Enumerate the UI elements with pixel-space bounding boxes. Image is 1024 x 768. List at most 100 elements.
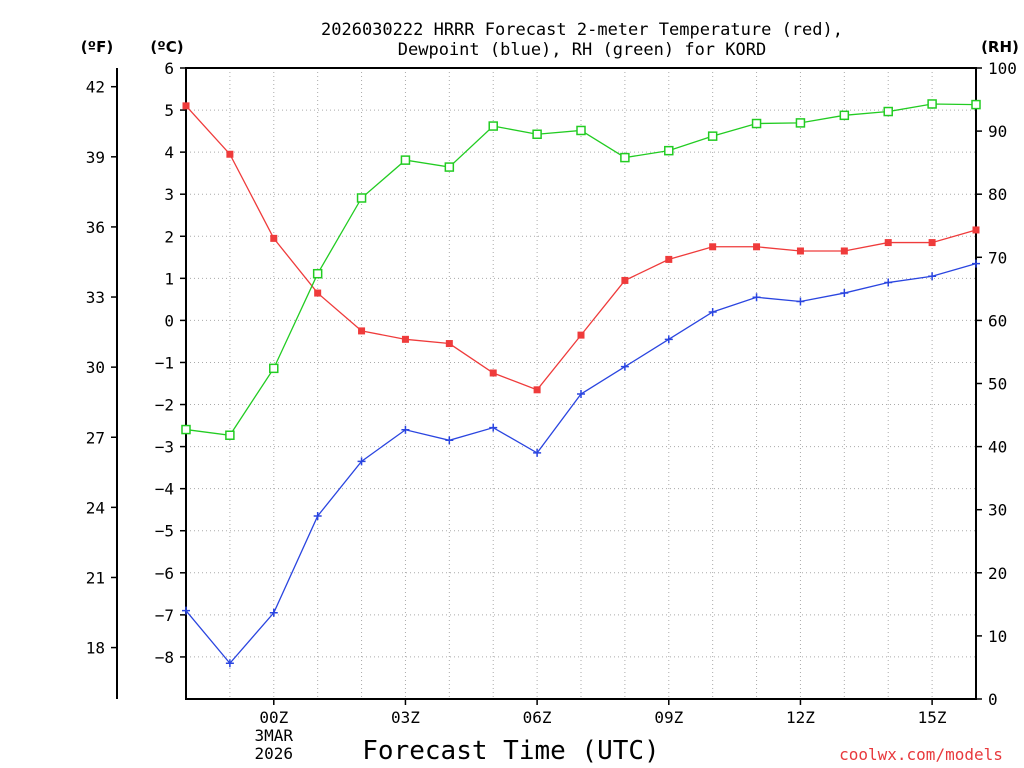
rh-tick-label: 100 xyxy=(988,59,1017,78)
temperature-point xyxy=(358,327,366,335)
temperature-point xyxy=(621,276,629,284)
celsius-tick-label: −8 xyxy=(155,648,174,667)
rh-point xyxy=(356,193,367,203)
dewpoint-line xyxy=(185,262,977,665)
celsius-tick-label: −7 xyxy=(155,606,174,625)
temperature-point xyxy=(314,289,322,297)
fahrenheit-tick-label: 33 xyxy=(86,288,105,307)
x-tick-label: 15Z xyxy=(918,708,947,727)
x-tick-label: 12Z xyxy=(786,708,815,727)
dewpoint-point xyxy=(752,293,761,302)
dewpoint-point xyxy=(708,307,717,316)
temperature-point xyxy=(489,369,497,377)
chart-title-line2: Dewpoint (blue), RH (green) for KORD xyxy=(398,40,766,60)
fahrenheit-tick-label: 24 xyxy=(86,498,105,517)
fahrenheit-tick-label: 36 xyxy=(86,218,105,237)
rh-point xyxy=(269,363,279,374)
temperature-point xyxy=(226,150,234,158)
temperature-point xyxy=(796,247,804,255)
temperature-point xyxy=(840,247,848,255)
rh-tick-label: 50 xyxy=(988,375,1007,394)
fahrenheit-tick-label: 21 xyxy=(86,568,105,587)
celsius-tick-label: −4 xyxy=(155,480,174,499)
x-tick-label: 09Z xyxy=(654,708,683,727)
temperature-point xyxy=(753,243,761,251)
dewpoint-point xyxy=(577,390,585,399)
dewpoint-point xyxy=(225,659,234,668)
rh-point xyxy=(181,424,191,435)
celsius-tick-label: 3 xyxy=(164,185,174,204)
celsius-tick-label: −6 xyxy=(155,564,174,583)
dewpoint-point xyxy=(357,457,366,466)
rh-point xyxy=(400,155,411,165)
dewpoint-point xyxy=(620,362,629,371)
dewpoint-point xyxy=(928,272,937,281)
rh-unit-label: (RH) xyxy=(981,38,1019,56)
fahrenheit-tick-label: 39 xyxy=(86,148,105,167)
rh-point xyxy=(664,145,674,156)
rh-tick-label: 30 xyxy=(988,501,1007,520)
temperature-point xyxy=(270,234,278,242)
rh-tick-label: 0 xyxy=(988,690,998,709)
fahrenheit-tick-label: 30 xyxy=(86,358,105,377)
celsius-tick-label: −3 xyxy=(155,438,174,457)
rh-tick-label: 40 xyxy=(988,438,1007,457)
rh-point xyxy=(795,118,806,128)
rh-point xyxy=(971,99,981,110)
rh-point xyxy=(707,131,718,141)
x-tick-label: 00Z xyxy=(259,708,288,727)
rh-point xyxy=(927,99,937,109)
chart-title-line1: 2026030222 HRRR Forecast 2-meter Tempera… xyxy=(321,20,843,40)
rh-point xyxy=(225,430,235,440)
dewpoint-point xyxy=(840,289,849,298)
temperature-point xyxy=(182,102,190,110)
grid-lines xyxy=(186,68,976,699)
temperature-point xyxy=(533,386,541,394)
celsius-tick-label: −2 xyxy=(155,396,174,415)
rh-point xyxy=(839,110,850,121)
dewpoint-point xyxy=(313,512,322,521)
celsius-tick-label: 0 xyxy=(164,311,174,330)
x-tick-date-label: 3MAR xyxy=(255,726,294,745)
dewpoint-point xyxy=(182,606,190,615)
rh-point xyxy=(488,121,498,131)
fahrenheit-unit-label: (ºF) xyxy=(81,38,113,56)
celsius-tick-label: 4 xyxy=(164,143,174,162)
temperature-point xyxy=(445,340,453,348)
data-series xyxy=(181,99,981,668)
rh-line xyxy=(185,103,977,436)
rh-tick-label: 10 xyxy=(988,627,1007,646)
dewpoint-point xyxy=(489,423,498,432)
credit-text: coolwx.com/models xyxy=(839,745,1003,764)
dewpoint-point xyxy=(445,436,454,445)
axes: 6543210−1−2−3−4−5−6−7−842393633302724211… xyxy=(86,59,1017,763)
dewpoint-point xyxy=(401,425,410,434)
x-tick-label: 03Z xyxy=(391,708,420,727)
rh-point xyxy=(444,162,455,172)
x-axis-title: Forecast Time (UTC) xyxy=(362,736,659,766)
celsius-tick-label: 6 xyxy=(164,59,174,78)
celsius-unit-label: (ºC) xyxy=(150,38,183,56)
dewpoint-point xyxy=(796,297,805,306)
rh-point xyxy=(312,268,323,279)
fahrenheit-tick-label: 27 xyxy=(86,428,105,447)
rh-point xyxy=(620,152,630,163)
rh-point xyxy=(576,125,586,136)
x-tick-label: 06Z xyxy=(523,708,552,727)
temperature-point xyxy=(972,226,980,234)
temperature-point xyxy=(709,243,717,251)
x-tick-year-label: 2026 xyxy=(255,744,294,763)
dewpoint-point xyxy=(269,608,278,617)
temperature-point xyxy=(401,335,409,343)
temperature-point xyxy=(577,331,585,339)
dewpoint-point xyxy=(884,278,893,287)
dewpoint-point xyxy=(533,448,542,457)
dewpoint-point xyxy=(972,259,980,268)
rh-tick-label: 90 xyxy=(988,122,1007,141)
celsius-tick-label: 2 xyxy=(164,227,174,246)
celsius-tick-label: 5 xyxy=(164,101,174,120)
rh-point xyxy=(883,106,893,117)
rh-point xyxy=(751,118,762,129)
temperature-point xyxy=(928,239,936,247)
